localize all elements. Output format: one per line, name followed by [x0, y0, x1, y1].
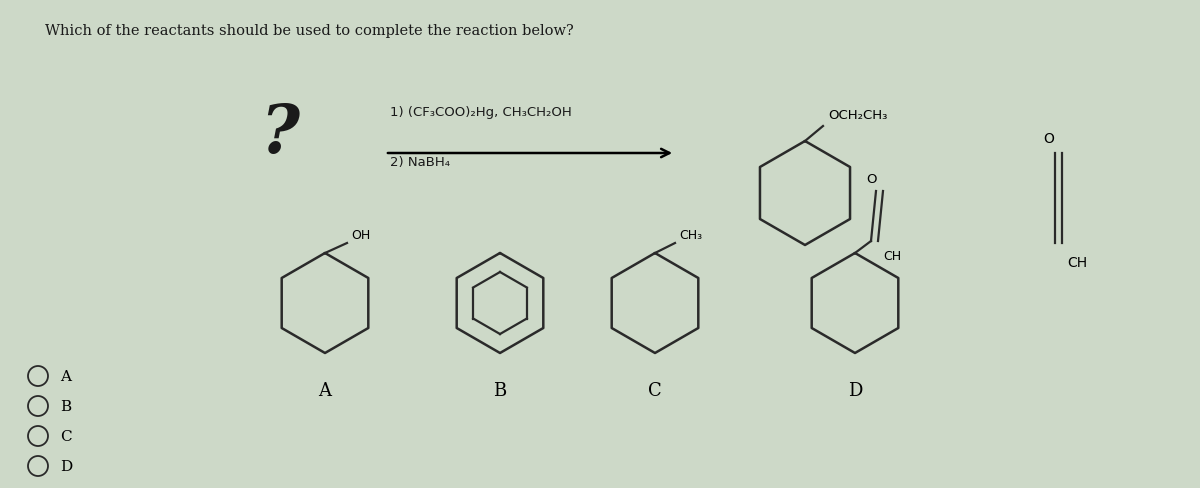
Text: ?: ?	[260, 102, 300, 166]
Text: OH: OH	[352, 228, 371, 242]
Text: OCH₂CH₃: OCH₂CH₃	[828, 109, 887, 122]
Text: O: O	[1043, 132, 1054, 146]
Text: C: C	[60, 429, 72, 443]
Text: B: B	[493, 381, 506, 399]
Text: A: A	[318, 381, 331, 399]
Text: D: D	[848, 381, 862, 399]
Text: CH: CH	[1067, 256, 1087, 269]
Text: Which of the reactants should be used to complete the reaction below?: Which of the reactants should be used to…	[46, 24, 574, 38]
Text: O: O	[865, 173, 876, 185]
Text: B: B	[60, 399, 71, 413]
Text: 1) (CF₃COO)₂Hg, CH₃CH₂OH: 1) (CF₃COO)₂Hg, CH₃CH₂OH	[390, 106, 571, 119]
Text: A: A	[60, 369, 71, 383]
Text: CH: CH	[883, 249, 901, 263]
Text: CH₃: CH₃	[679, 228, 702, 242]
Text: D: D	[60, 459, 72, 473]
Text: 2) NaBH₄: 2) NaBH₄	[390, 156, 450, 169]
Text: C: C	[648, 381, 662, 399]
